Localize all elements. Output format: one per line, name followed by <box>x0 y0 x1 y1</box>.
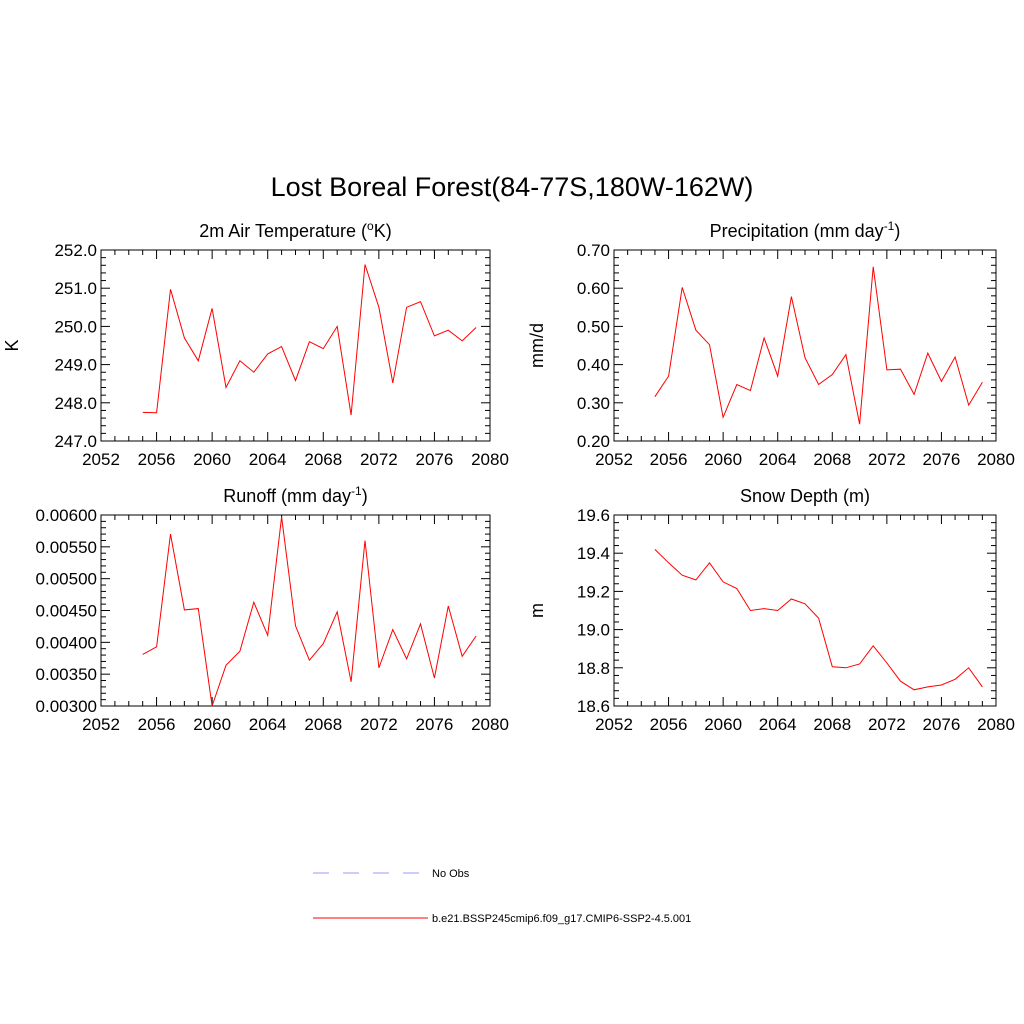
x-tick-label: 2056 <box>650 450 688 469</box>
x-tick-label: 2056 <box>650 715 688 734</box>
x-tick-label: 2072 <box>360 450 398 469</box>
y-tick-label: 251.0 <box>54 279 97 298</box>
y-tick-label: 250.0 <box>54 317 97 336</box>
y-axis-label: K <box>2 339 22 351</box>
x-tick-label: 2064 <box>759 450 797 469</box>
x-tick-label: 2056 <box>138 715 176 734</box>
y-tick-label: 0.20 <box>577 432 610 451</box>
y-tick-label: 249.0 <box>54 356 97 375</box>
x-tick-label: 2076 <box>416 715 454 734</box>
y-tick-label: 19.0 <box>577 621 610 640</box>
y-axis-label: m <box>527 603 547 618</box>
x-tick-label: 2068 <box>304 450 342 469</box>
panel-title: Snow Depth (m) <box>740 486 870 506</box>
x-tick-label: 2052 <box>82 450 120 469</box>
panel-title-sup: -1 <box>884 219 895 233</box>
panel-title-tail: ) <box>362 486 368 506</box>
y-tick-label: 0.70 <box>577 241 610 260</box>
x-tick-label: 2068 <box>813 715 851 734</box>
x-tick-label: 2076 <box>923 715 961 734</box>
x-tick-label: 2060 <box>704 450 742 469</box>
y-tick-label: 19.6 <box>577 506 610 525</box>
y-tick-label: 0.00300 <box>36 697 97 716</box>
x-tick-label: 2064 <box>759 715 797 734</box>
x-tick-label: 2080 <box>471 450 509 469</box>
series-line <box>142 516 477 707</box>
y-axis-label: mm/d <box>527 323 547 368</box>
y-tick-label: 0.30 <box>577 394 610 413</box>
y-tick-label: 0.40 <box>577 356 610 375</box>
series-line <box>654 266 983 425</box>
y-tick-label: 0.00550 <box>36 538 97 557</box>
y-tick-label: 0.50 <box>577 317 610 336</box>
x-tick-label: 2080 <box>471 715 509 734</box>
y-tick-label: 0.00450 <box>36 602 97 621</box>
x-tick-label: 2056 <box>138 450 176 469</box>
y-tick-label: 247.0 <box>54 432 97 451</box>
y-tick-label: 0.00500 <box>36 570 97 589</box>
y-tick-label: 248.0 <box>54 394 97 413</box>
panel-title-tail: K) <box>374 221 392 241</box>
panel-title-sup: o <box>367 219 374 233</box>
x-tick-label: 2060 <box>704 715 742 734</box>
x-tick-label: 2076 <box>416 450 454 469</box>
y-tick-label: 19.2 <box>577 582 610 601</box>
panel-title: Precipitation (mm day-1) <box>710 219 901 241</box>
series-line <box>142 264 477 416</box>
x-tick-label: 2052 <box>595 450 633 469</box>
x-tick-label: 2064 <box>249 715 287 734</box>
plot-frame <box>613 514 997 707</box>
panel-title: Runoff (mm day-1) <box>223 484 367 506</box>
panel-title-tail: ) <box>894 221 900 241</box>
y-tick-label: 0.00350 <box>36 665 97 684</box>
panel-1: Precipitation (mm day-1) 2052 2056 2060 2064… <box>527 219 1015 469</box>
panel-title-sup: -1 <box>351 484 362 498</box>
plot-frame <box>100 249 491 442</box>
x-tick-label: 2072 <box>868 715 906 734</box>
y-tick-label: 252.0 <box>54 241 97 260</box>
panel-group: 2m Air Temperature (oK)2052 2056 2060 2064 2… <box>2 219 1015 734</box>
y-tick-label: 19.4 <box>577 544 610 563</box>
y-tick-label: 18.8 <box>577 659 610 678</box>
x-tick-label: 2068 <box>813 450 851 469</box>
series-line <box>654 549 983 691</box>
legend-label-no-obs: No Obs <box>432 868 470 880</box>
x-tick-label: 2068 <box>304 715 342 734</box>
legend: No Obs b.e21.BSSP245cmip6.f09_g17.CMIP6-… <box>313 868 691 925</box>
panel-0: 2m Air Temperature (oK) 2052 2056 2060 2064 2… <box>2 219 509 469</box>
panel-title: 2m Air Temperature (oK) <box>199 219 391 241</box>
x-tick-label: 2076 <box>923 450 961 469</box>
x-tick-label: 2064 <box>249 450 287 469</box>
legend-label-model: b.e21.BSSP245cmip6.f09_g17.CMIP6-SSP2-4.… <box>432 913 691 925</box>
panel-2: Runoff (mm day-1) 2052 2056 2060 2064 2068 207… <box>36 484 509 734</box>
panel-3: Snow Depth (m) 2052 2056 2060 2064 2068 2072 20… <box>527 486 1015 734</box>
y-tick-label: 0.00400 <box>36 633 97 652</box>
x-tick-label: 2052 <box>595 715 633 734</box>
panel-title-main: Runoff (mm day <box>223 486 351 506</box>
x-tick-label: 2072 <box>360 715 398 734</box>
y-tick-label: 0.60 <box>577 279 610 298</box>
plot-frame <box>613 249 997 442</box>
figure-title: Lost Boreal Forest(84-77S,180W-162W) <box>271 172 754 202</box>
panel-title-main: 2m Air Temperature ( <box>199 221 367 241</box>
plot-frame <box>100 514 491 707</box>
x-tick-label: 2080 <box>977 450 1015 469</box>
x-tick-label: 2072 <box>868 450 906 469</box>
x-tick-label: 2060 <box>193 450 231 469</box>
panel-title-main: Precipitation (mm day <box>710 221 884 241</box>
x-tick-label: 2060 <box>193 715 231 734</box>
panel-title-main: Snow Depth (m) <box>740 486 870 506</box>
x-tick-label: 2052 <box>82 715 120 734</box>
y-tick-label: 18.6 <box>577 697 610 716</box>
x-tick-label: 2080 <box>977 715 1015 734</box>
y-tick-label: 0.00600 <box>36 506 97 525</box>
